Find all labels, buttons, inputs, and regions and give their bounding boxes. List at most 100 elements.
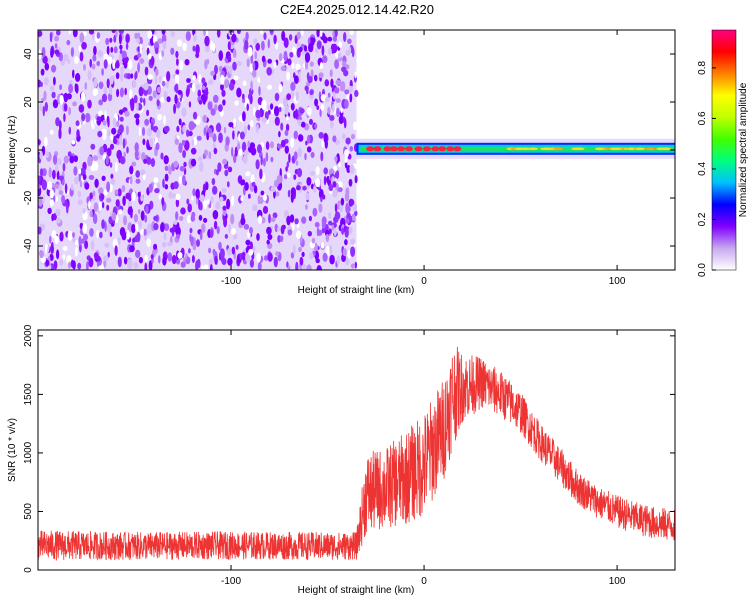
noise-speckle (138, 36, 143, 46)
noise-speckle (308, 43, 314, 53)
noise-speckle (218, 241, 222, 251)
noise-speckle (349, 146, 354, 152)
noise-speckle (106, 204, 110, 211)
noise-speckle (170, 47, 175, 55)
noise-speckle (130, 73, 134, 79)
noise-speckle (183, 161, 187, 168)
noise-speckle (156, 86, 161, 94)
noise-speckle (154, 74, 158, 85)
colorbar-tick-label: 0.6 (697, 111, 708, 125)
y-tick-label: 2000 (23, 324, 34, 347)
noise-speckle (84, 240, 89, 250)
noise-speckle (193, 136, 198, 146)
noise-speckle (39, 103, 43, 112)
noise-speckle (275, 251, 280, 257)
noise-speckle (327, 36, 333, 42)
noise-speckle (201, 85, 206, 91)
noise-speckle (341, 227, 344, 235)
noise-speckle (50, 48, 54, 58)
noise-speckle (278, 53, 283, 62)
noise-speckle (354, 210, 358, 217)
noise-speckle (189, 227, 193, 234)
noise-speckle (186, 215, 192, 224)
noise-speckle (93, 155, 98, 161)
noise-speckle (295, 63, 301, 71)
noise-speckle (84, 182, 90, 190)
noise-speckle (132, 79, 137, 88)
noise-speckle (327, 106, 331, 115)
noise-speckle (174, 94, 178, 104)
noise-speckle (345, 137, 351, 145)
x-tick-label: -100 (221, 276, 241, 287)
noise-speckle (63, 103, 68, 112)
noise-speckle (139, 97, 143, 104)
noise-speckle (291, 62, 295, 69)
noise-speckle (320, 94, 327, 102)
noise-speckle (107, 129, 111, 137)
noise-speckle (43, 90, 47, 101)
noise-speckle (101, 175, 106, 181)
noise-speckle (178, 216, 184, 221)
noise-speckle (329, 120, 334, 129)
noise-speckle (178, 175, 182, 185)
noise-speckle (41, 145, 46, 156)
noise-speckle (345, 218, 350, 224)
noise-speckle (322, 55, 328, 63)
noise-speckle (109, 85, 113, 95)
noise-speckle (250, 174, 255, 184)
noise-speckle (304, 60, 309, 70)
noise-speckle (45, 151, 49, 159)
noise-speckle (38, 226, 42, 235)
noise-speckle (249, 259, 254, 268)
noise-speckle (146, 156, 152, 165)
noise-speckle (336, 107, 340, 118)
noise-speckle (107, 251, 110, 258)
noise-speckle (177, 89, 182, 95)
noise-speckle (139, 58, 145, 64)
noise-speckle (103, 259, 107, 268)
noise-speckle (161, 30, 166, 35)
noise-speckle (162, 256, 167, 266)
noise-speckle (126, 146, 129, 154)
noise-speckle (332, 90, 336, 100)
noise-speckle (81, 113, 86, 122)
y-tick-label: 20 (23, 96, 34, 108)
noise-speckle (144, 214, 148, 223)
noise-speckle (290, 81, 296, 91)
noise-speckle (287, 189, 291, 198)
noise-speckle (192, 121, 195, 130)
noise-speckle (131, 161, 137, 167)
noise-speckle (92, 90, 97, 97)
noise-speckle (265, 152, 269, 162)
noise-speckle (266, 67, 273, 76)
noise-speckle (316, 265, 322, 270)
noise-speckle (261, 117, 267, 123)
noise-speckle (135, 249, 141, 259)
noise-speckle (332, 43, 338, 54)
noise-speckle (253, 106, 256, 117)
noise-speckle (140, 210, 145, 221)
noise-speckle (231, 33, 237, 43)
noise-speckle (89, 58, 92, 68)
noise-speckle (123, 215, 127, 226)
noise-speckle (140, 168, 146, 176)
noise-speckle (80, 91, 86, 102)
noise-speckle (295, 230, 302, 239)
noise-speckle (274, 92, 280, 102)
noise-speckle (332, 35, 337, 42)
noise-speckle (232, 48, 237, 58)
noise-speckle (127, 222, 133, 233)
noise-speckle (337, 52, 342, 59)
noise-speckle (202, 93, 207, 105)
noise-speckle (302, 185, 307, 191)
colorbar-tick-label: 0.4 (697, 162, 708, 176)
noise-speckle (106, 181, 111, 193)
noise-speckle (92, 213, 98, 225)
noise-speckle (156, 99, 160, 107)
noise-speckle (274, 223, 278, 233)
noise-speckle (328, 228, 332, 234)
noise-speckle (333, 228, 337, 236)
noise-speckle (88, 200, 91, 210)
noise-speckle (143, 228, 147, 237)
noise-speckle (227, 41, 231, 51)
